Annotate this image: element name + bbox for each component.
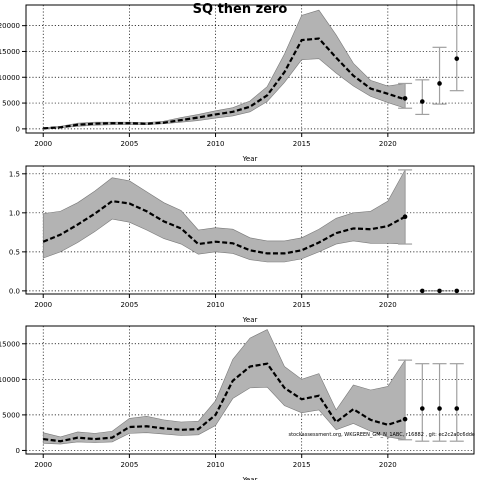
y-tick-label: 10000: [0, 74, 20, 82]
chart-title: SQ then zero: [193, 2, 288, 17]
panel-top: 2000 2005 2010 2015 2020 0 5000 10000 15000 20000…: [0, 0, 475, 163]
forecast-point: [454, 288, 460, 294]
x-tick-label: 2000: [34, 461, 52, 469]
x-axis-label: Year: [242, 155, 258, 163]
x-axis-label: Year: [242, 316, 258, 324]
y-tick-label: 20000: [0, 22, 20, 30]
y-tick-label: 0.5: [9, 248, 20, 256]
confidence-band: [42, 169, 406, 263]
x-tick-label: 2020: [379, 140, 397, 148]
plot-frame: [25, 165, 475, 295]
y-tick-label: 1.0: [9, 209, 20, 217]
x-tick-label: 2020: [379, 461, 397, 469]
forecast-point: [402, 416, 408, 422]
x-tick-label: 2010: [207, 461, 225, 469]
x-tick-label: 2005: [120, 301, 138, 309]
x-tick-label: 2010: [207, 301, 225, 309]
forecast-point: [402, 214, 408, 220]
x-tick-label: 2010: [207, 140, 225, 148]
y-tick-label: 0.0: [9, 287, 20, 295]
x-axis-label: Year: [242, 476, 258, 480]
forecast-point: [454, 406, 460, 411]
forecast-point: [420, 99, 425, 104]
estimate-line: [43, 362, 406, 443]
x-tick-label: 2000: [34, 140, 52, 148]
y-tick-label: 1.5: [9, 170, 20, 178]
x-tick-label: 2000: [34, 301, 52, 309]
y-tick-label: 5000: [2, 100, 20, 108]
x-tick-label: 2015: [293, 461, 311, 469]
forecast-point: [437, 406, 442, 411]
y-tick-label: 0: [16, 447, 20, 455]
y-tick-label: 15000: [0, 48, 20, 56]
plot-frame: [25, 4, 475, 134]
forecast-point: [454, 56, 460, 61]
plot-frame: [25, 325, 475, 455]
estimate-line: [43, 37, 406, 130]
x-tick-label: 2005: [120, 140, 138, 148]
panel-bottom: 2000 2005 2010 2015 2020 0 5000 10000 15000 Year: [0, 325, 475, 480]
estimate-line: [42, 199, 406, 255]
confidence-band: [42, 9, 406, 130]
x-tick-label: 2020: [379, 301, 397, 309]
credit-text: stockassessment.org, WKGREEN_GM_N_1ABC, …: [288, 432, 475, 438]
forecast-point: [437, 288, 442, 294]
y-tick-label: 15000: [0, 340, 20, 348]
confidence-band: [42, 329, 406, 445]
y-tick-label: 10000: [0, 376, 20, 384]
y-tick-label: 0: [16, 125, 20, 133]
forecast-point: [402, 96, 408, 101]
x-tick-label: 2005: [120, 461, 138, 469]
y-tick-label: 5000: [2, 411, 20, 419]
panel-middle: 2000 2005 2010 2015 2020 0.0 0.5 1.0 1.5 Year: [9, 165, 475, 324]
x-tick-label: 2015: [293, 301, 311, 309]
forecast-point: [437, 81, 442, 86]
x-tick-label: 2015: [293, 140, 311, 148]
forecast-point: [420, 406, 425, 411]
